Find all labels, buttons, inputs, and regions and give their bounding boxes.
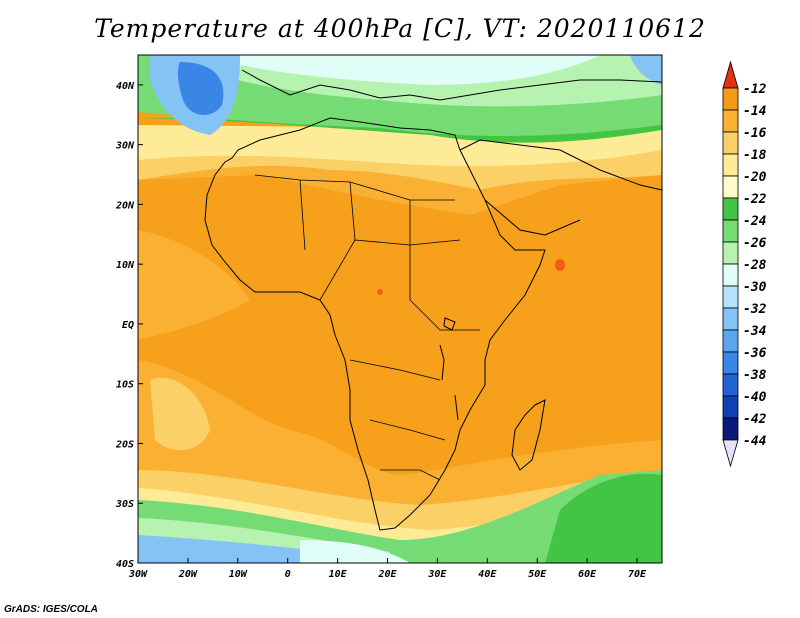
lon-tick-label: 10E bbox=[329, 569, 348, 580]
colorbar-level-label: -24 bbox=[743, 214, 767, 229]
colorbar-level-label: -22 bbox=[743, 192, 767, 207]
lon-tick-label: 30W bbox=[128, 569, 148, 580]
field-dark-green-southeast bbox=[545, 473, 662, 563]
colorbar-top-arrow bbox=[722, 60, 739, 89]
africa-coastline bbox=[204, 117, 546, 531]
field-cyan-north bbox=[240, 55, 600, 85]
credit-text: GrADS: IGES/COLA bbox=[4, 604, 98, 615]
colorbar-swatch bbox=[722, 395, 739, 419]
lon-tick-label: 70E bbox=[628, 569, 647, 580]
lat-tick-label: 20S bbox=[115, 439, 134, 450]
colorbar-level-label: -16 bbox=[743, 126, 767, 141]
colorbar-swatch bbox=[722, 373, 739, 397]
country-borders bbox=[254, 174, 480, 481]
lat-tick-label: 10S bbox=[116, 380, 134, 391]
colorbar-swatch bbox=[722, 351, 739, 375]
colorbar-level-label: -28 bbox=[743, 258, 767, 273]
lon-tick-label: 40E bbox=[478, 569, 497, 580]
lat-tick-label: 30N bbox=[115, 141, 135, 152]
lon-tick-label: 20E bbox=[377, 569, 397, 580]
lat-tick-label: 30S bbox=[115, 499, 134, 510]
lat-tick-label: 10N bbox=[116, 260, 135, 271]
colorbar-swatch bbox=[722, 417, 739, 441]
field-yellow-southwest bbox=[150, 377, 210, 451]
lon-tick-label: 50E bbox=[528, 569, 547, 580]
colorbar-swatch bbox=[722, 285, 739, 309]
temperature-field bbox=[138, 55, 662, 563]
colorbar-swatch bbox=[722, 263, 739, 287]
field-warm-spot-2 bbox=[377, 289, 383, 295]
lon-tick-label: 60E bbox=[578, 569, 597, 580]
lon-tick-label: 20W bbox=[178, 569, 198, 580]
colorbar-swatch bbox=[722, 153, 739, 177]
lat-tick-label: EQ bbox=[122, 320, 134, 331]
colorbar-level-label: -34 bbox=[743, 324, 767, 339]
colorbar-swatch bbox=[722, 87, 739, 111]
colorbar-bottom-arrow bbox=[722, 439, 739, 468]
field-blue-northwest bbox=[177, 62, 224, 116]
great-lakes bbox=[439, 317, 459, 421]
colorbar-level-label: -26 bbox=[743, 236, 767, 251]
colorbar-level-label: -14 bbox=[743, 104, 767, 119]
lon-tick-label: 0 bbox=[285, 569, 291, 580]
madagascar-coastline bbox=[511, 399, 546, 471]
colorbar-level-label: -44 bbox=[743, 434, 767, 449]
europe-coastline bbox=[241, 69, 662, 101]
colorbar-swatch bbox=[722, 197, 739, 221]
colorbar-level-label: -20 bbox=[743, 170, 767, 185]
arabian-coastline bbox=[459, 139, 662, 236]
colorbar-level-label: -36 bbox=[743, 346, 767, 361]
lon-tick-label: 10W bbox=[229, 569, 248, 580]
colorbar-swatch bbox=[722, 109, 739, 133]
field-light-blue-northeast bbox=[630, 55, 662, 85]
plot-frame bbox=[137, 54, 663, 564]
colorbar-swatch bbox=[722, 241, 739, 265]
colorbar-level-label: -32 bbox=[743, 302, 767, 317]
colorbar: -12 -14 -16 -18 -20 -22 -24 -26 -28 -30 -32 -34 -36 -… bbox=[722, 60, 767, 468]
field-light-orange-west bbox=[138, 230, 250, 340]
colorbar-level-label: -38 bbox=[743, 368, 767, 383]
map-title: Temperature at 400hPa [C], VT: 202011061… bbox=[94, 14, 706, 43]
colorbar-swatch bbox=[722, 329, 739, 353]
lon-tick-label: 30E bbox=[427, 569, 447, 580]
field-cyan-south bbox=[300, 540, 410, 563]
colorbar-level-label: -30 bbox=[743, 280, 767, 295]
colorbar-swatch bbox=[722, 219, 739, 243]
lat-tick-label: 20N bbox=[115, 200, 135, 211]
colorbar-swatch bbox=[722, 307, 739, 331]
lat-tick-label: 40N bbox=[116, 81, 135, 92]
colorbar-swatch bbox=[722, 131, 739, 155]
coastlines bbox=[204, 69, 662, 531]
colorbar-level-label: -18 bbox=[743, 148, 767, 163]
colorbar-level-label: -42 bbox=[743, 412, 767, 427]
colorbar-level-label: -40 bbox=[743, 390, 767, 405]
lat-tick-label: 40S bbox=[116, 559, 134, 570]
colorbar-swatch bbox=[722, 175, 739, 199]
field-warm-spot bbox=[555, 259, 565, 271]
colorbar-level-label: -12 bbox=[743, 82, 767, 97]
